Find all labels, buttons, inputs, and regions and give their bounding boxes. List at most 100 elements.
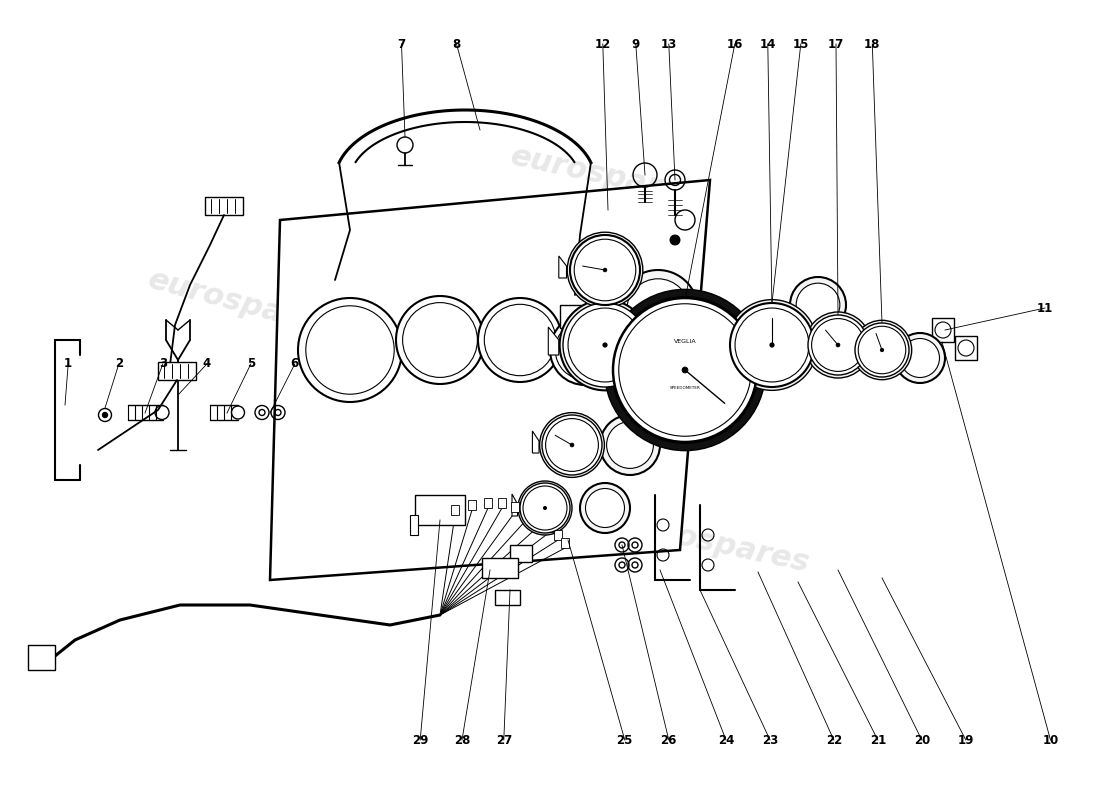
Circle shape (730, 303, 814, 387)
Polygon shape (546, 522, 554, 532)
Text: 21: 21 (870, 734, 886, 746)
Polygon shape (482, 558, 518, 578)
Circle shape (836, 343, 839, 347)
Circle shape (550, 315, 620, 385)
Circle shape (770, 343, 774, 347)
Polygon shape (560, 305, 590, 328)
Polygon shape (158, 362, 196, 380)
Polygon shape (799, 331, 805, 353)
Circle shape (396, 296, 484, 384)
Text: 23: 23 (762, 734, 778, 746)
Circle shape (610, 335, 670, 395)
Circle shape (805, 312, 871, 378)
Text: 14: 14 (760, 38, 775, 50)
Text: 24: 24 (718, 734, 734, 746)
Text: 13: 13 (661, 38, 676, 50)
Text: eurospares: eurospares (145, 265, 339, 343)
Polygon shape (510, 545, 532, 562)
Circle shape (618, 270, 698, 350)
Circle shape (670, 235, 680, 245)
Polygon shape (495, 590, 520, 605)
Circle shape (568, 232, 642, 308)
Polygon shape (484, 498, 492, 508)
Text: 6: 6 (290, 358, 299, 370)
Circle shape (901, 338, 939, 378)
Polygon shape (524, 508, 532, 518)
Polygon shape (536, 515, 544, 525)
Circle shape (895, 333, 945, 383)
Circle shape (852, 320, 912, 380)
Circle shape (520, 483, 570, 533)
Circle shape (627, 278, 690, 341)
Polygon shape (532, 431, 539, 453)
Text: 11: 11 (1037, 302, 1053, 314)
Circle shape (628, 360, 688, 420)
Circle shape (560, 300, 650, 390)
Polygon shape (715, 327, 726, 355)
Polygon shape (28, 645, 55, 670)
Circle shape (682, 367, 688, 373)
Circle shape (580, 483, 630, 533)
Circle shape (620, 352, 696, 428)
Circle shape (570, 235, 640, 305)
Circle shape (613, 298, 757, 442)
Circle shape (570, 443, 574, 446)
Text: 3: 3 (158, 358, 167, 370)
Text: 4: 4 (202, 358, 211, 370)
Text: 25: 25 (617, 734, 632, 746)
Polygon shape (561, 538, 569, 548)
Polygon shape (932, 318, 954, 342)
Circle shape (102, 413, 108, 418)
Polygon shape (955, 336, 977, 360)
Polygon shape (415, 495, 465, 525)
Text: eurospares: eurospares (618, 510, 812, 578)
Circle shape (727, 300, 817, 390)
Circle shape (808, 315, 868, 375)
Polygon shape (205, 197, 243, 215)
Text: 26: 26 (661, 734, 676, 746)
Circle shape (298, 298, 402, 402)
Polygon shape (559, 256, 566, 278)
Circle shape (540, 413, 604, 478)
Polygon shape (512, 502, 519, 512)
Text: 12: 12 (595, 38, 610, 50)
Text: 18: 18 (865, 38, 880, 50)
Circle shape (612, 297, 758, 443)
Circle shape (585, 489, 625, 527)
Text: 10: 10 (1043, 734, 1058, 746)
Circle shape (603, 343, 607, 347)
Circle shape (563, 303, 647, 387)
Circle shape (796, 283, 839, 327)
Text: VEGLIA: VEGLIA (673, 338, 696, 344)
Circle shape (790, 277, 846, 333)
Text: eurospares: eurospares (508, 142, 702, 210)
Circle shape (543, 506, 547, 510)
Text: 8: 8 (452, 38, 461, 50)
Text: 7: 7 (397, 38, 406, 50)
Text: 16: 16 (727, 38, 742, 50)
Circle shape (880, 348, 883, 352)
Circle shape (855, 323, 909, 377)
Text: 15: 15 (793, 38, 808, 50)
Text: 20: 20 (914, 734, 929, 746)
Text: 5: 5 (246, 358, 255, 370)
Polygon shape (451, 505, 459, 515)
Polygon shape (512, 494, 517, 516)
Text: 27: 27 (496, 734, 512, 746)
Circle shape (600, 415, 660, 475)
Polygon shape (554, 530, 562, 540)
Text: 1: 1 (64, 358, 73, 370)
Text: 19: 19 (958, 734, 974, 746)
Circle shape (542, 415, 602, 475)
Polygon shape (498, 498, 506, 508)
Text: 29: 29 (412, 734, 428, 746)
Circle shape (478, 298, 562, 382)
Text: 22: 22 (826, 734, 842, 746)
Polygon shape (468, 500, 476, 510)
Text: 2: 2 (114, 358, 123, 370)
Circle shape (603, 268, 607, 272)
Text: 9: 9 (631, 38, 640, 50)
Circle shape (604, 290, 766, 450)
Circle shape (606, 422, 653, 468)
Text: SPEEDOMETER: SPEEDOMETER (670, 386, 701, 390)
